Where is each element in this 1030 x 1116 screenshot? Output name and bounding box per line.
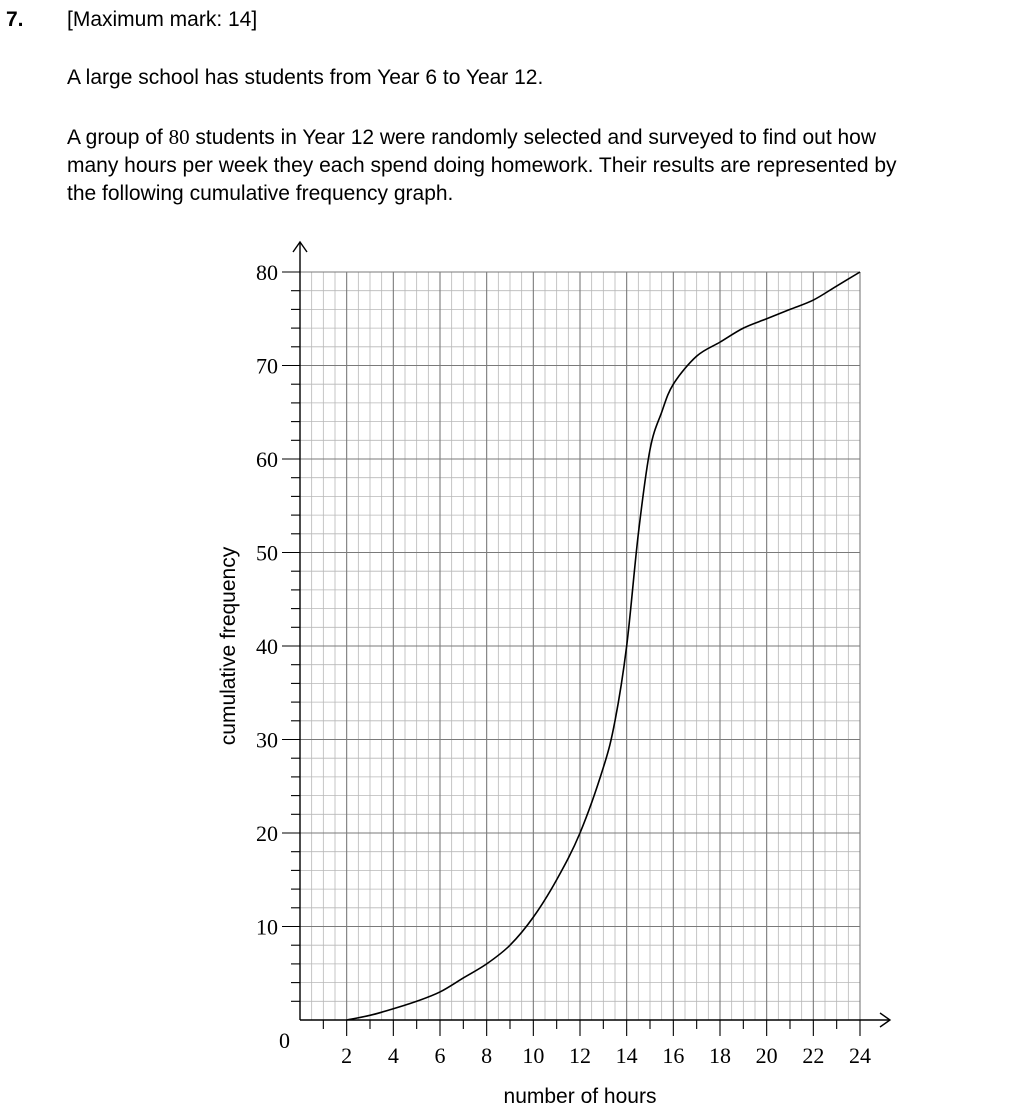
- x-tick-label: 24: [849, 1043, 871, 1068]
- x-tick-label: 18: [709, 1043, 731, 1068]
- y-tick-label: 60: [256, 447, 278, 472]
- x-tick-label: 12: [569, 1043, 591, 1068]
- x-tick-label: 8: [481, 1043, 492, 1068]
- sample-size-number: 80: [168, 125, 190, 149]
- paragraph-line-2: many hours per week they each spend doin…: [67, 154, 897, 177]
- question-intro: A large school has students from Year 6 …: [67, 66, 544, 89]
- axes: [292, 240, 892, 1028]
- y-tick-label: 50: [256, 541, 278, 566]
- paragraph-line-3: the following cumulative frequency graph…: [67, 182, 454, 205]
- y-axis-label: cumulative frequency: [217, 546, 240, 745]
- x-tick-label: 2: [341, 1043, 352, 1068]
- tick-marks: [282, 271, 861, 1036]
- question-paragraph: A group of 80 students in Year 12 were r…: [67, 123, 1027, 208]
- y-tick-label: 70: [256, 354, 278, 379]
- cumulative-frequency-curve: [346, 271, 861, 1021]
- x-tick-label: 20: [756, 1043, 778, 1068]
- y-tick-label: 80: [256, 260, 278, 285]
- y-tick-label: 20: [256, 821, 278, 846]
- y-tick-label: 30: [256, 728, 278, 753]
- paragraph-line-1-end: students in Year 12 were randomly select…: [189, 126, 877, 149]
- paragraph-line-1-start: A group of: [67, 126, 169, 149]
- x-axis-arrow: [879, 1012, 892, 1028]
- maximum-mark: [Maximum mark: 14]: [67, 8, 258, 31]
- y-tick-label: 40: [256, 634, 278, 659]
- x-tick-label: 4: [388, 1043, 399, 1068]
- x-axis-label: number of hours: [504, 1085, 657, 1108]
- question-number: 7.: [6, 8, 24, 31]
- origin-label: 0: [279, 1028, 290, 1053]
- paragraph-line-1: A group of 80 students in Year 12 were r…: [67, 123, 1027, 152]
- x-tick-label: 22: [802, 1043, 824, 1068]
- x-tick-label: 14: [616, 1043, 638, 1068]
- x-tick-label: 10: [522, 1043, 544, 1068]
- y-axis-arrow: [292, 240, 308, 253]
- y-tick-label: 10: [256, 915, 278, 940]
- curve-layer: [346, 271, 861, 1021]
- x-tick-label: 16: [662, 1043, 684, 1068]
- x-tick-label: 6: [435, 1043, 446, 1068]
